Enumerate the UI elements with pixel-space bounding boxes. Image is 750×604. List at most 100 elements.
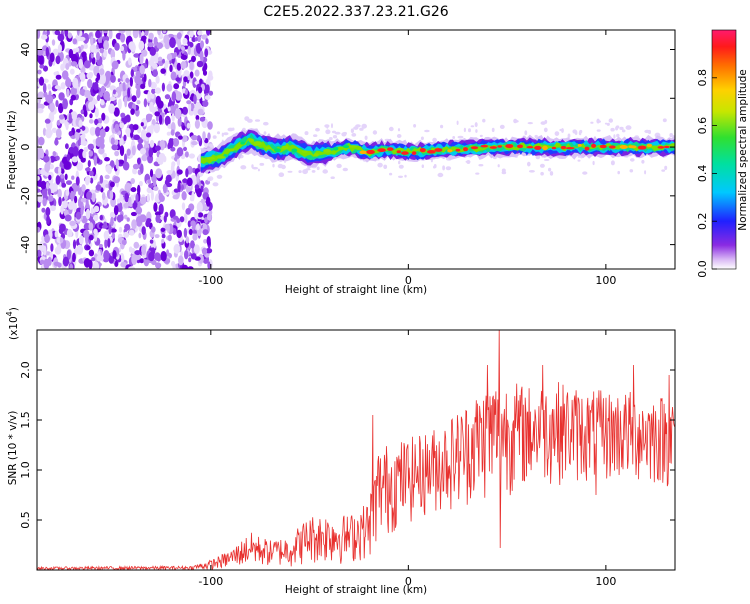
noise-speckle	[50, 243, 54, 252]
noise-speckle	[172, 228, 177, 235]
faint-speckle	[217, 131, 220, 135]
noise-speckle	[207, 121, 213, 130]
noise-speckle	[197, 254, 204, 264]
noise-speckle	[37, 48, 44, 56]
svg-text:(x104): (x104)	[5, 307, 20, 340]
noise-speckle	[196, 201, 203, 213]
noise-speckle	[149, 47, 156, 56]
noise-speckle	[128, 229, 135, 236]
noise-speckle	[85, 208, 91, 220]
ridge-peak	[216, 156, 226, 159]
noise-speckle	[87, 143, 95, 150]
noise-speckle	[107, 238, 111, 248]
noise-speckle	[206, 30, 211, 36]
noise-speckle	[132, 30, 139, 39]
noise-speckle	[190, 89, 196, 95]
faint-speckle	[341, 132, 347, 137]
faint-speckle	[592, 160, 595, 166]
faint-speckle	[559, 128, 563, 132]
noise-speckle	[147, 90, 151, 102]
y-tick-label: -20	[19, 187, 32, 205]
noise-speckle	[37, 150, 42, 160]
noise-speckle	[38, 96, 42, 104]
noise-speckle	[188, 153, 195, 159]
noise-speckle	[51, 127, 57, 133]
noise-speckle	[100, 99, 105, 106]
noise-speckle	[165, 174, 172, 183]
faint-speckle	[336, 163, 342, 169]
noise-speckle	[176, 158, 181, 167]
noise-speckle	[125, 114, 131, 123]
ridge-peak	[396, 150, 401, 154]
noise-speckle	[202, 229, 209, 236]
noise-speckle	[99, 68, 105, 76]
noise-speckle	[88, 222, 94, 231]
faint-speckle	[398, 175, 403, 178]
noise-speckle	[103, 30, 108, 34]
noise-speckle	[127, 87, 131, 98]
noise-speckle	[181, 135, 188, 143]
snr-multiplier: (x104)	[5, 307, 20, 340]
noise-speckle	[124, 192, 130, 203]
noise-speckle	[37, 108, 44, 114]
noise-speckle	[59, 237, 64, 244]
noise-speckle	[62, 200, 68, 209]
faint-speckle	[578, 130, 582, 136]
noise-speckle	[140, 83, 146, 90]
noise-speckle	[147, 42, 154, 48]
noise-speckle	[126, 183, 132, 188]
noise-speckle	[72, 252, 76, 263]
noise-speckle	[154, 111, 160, 117]
noise-speckle	[180, 54, 188, 60]
noise-speckle	[181, 202, 186, 211]
faint-speckle	[351, 133, 357, 137]
noise-speckle	[113, 205, 119, 216]
noise-speckle	[83, 109, 88, 118]
noise-speckle	[130, 69, 134, 78]
noise-speckle	[51, 39, 56, 46]
noise-speckle	[66, 153, 71, 162]
noise-speckle	[119, 214, 124, 222]
noise-speckle	[62, 256, 70, 267]
noise-speckle	[83, 43, 88, 50]
faint-speckle	[577, 159, 581, 162]
noise-speckle	[50, 205, 56, 212]
noise-speckle	[131, 219, 137, 230]
noise-speckle	[175, 77, 181, 82]
noise-speckle	[166, 249, 170, 257]
noise-speckle	[43, 155, 50, 163]
faint-speckle	[212, 182, 219, 187]
ridge-peak	[463, 147, 468, 152]
noise-speckle	[154, 234, 160, 239]
noise-speckle	[46, 95, 54, 104]
noise-speckle	[87, 160, 91, 168]
faint-speckle	[223, 132, 229, 136]
noise-speckle	[120, 45, 125, 52]
noise-speckle	[38, 54, 44, 65]
noise-speckle	[194, 119, 200, 129]
noise-speckle	[44, 234, 50, 244]
noise-speckle	[161, 82, 165, 92]
faint-speckle	[463, 127, 466, 133]
ridge-peak	[359, 150, 368, 155]
noise-speckle	[101, 192, 106, 201]
noise-speckle	[108, 224, 112, 235]
noise-speckle	[81, 184, 86, 192]
snr-xlabel: Height of straight line (km)	[285, 584, 427, 596]
noise-speckle	[183, 227, 188, 238]
faint-speckle	[316, 166, 320, 171]
faint-speckle	[527, 122, 534, 125]
ridge-peak	[560, 145, 567, 150]
noise-speckle	[103, 230, 109, 240]
noise-speckle	[47, 195, 54, 202]
noise-speckle	[55, 128, 62, 139]
noise-speckle	[163, 214, 167, 223]
noise-speckle	[88, 101, 95, 111]
noise-speckle	[110, 160, 115, 168]
noise-speckle	[40, 34, 48, 40]
noise-speckle	[47, 188, 52, 196]
noise-speckle	[37, 30, 41, 39]
faint-speckle	[582, 171, 588, 175]
faint-speckle	[263, 121, 269, 126]
noise-speckle	[97, 118, 103, 124]
